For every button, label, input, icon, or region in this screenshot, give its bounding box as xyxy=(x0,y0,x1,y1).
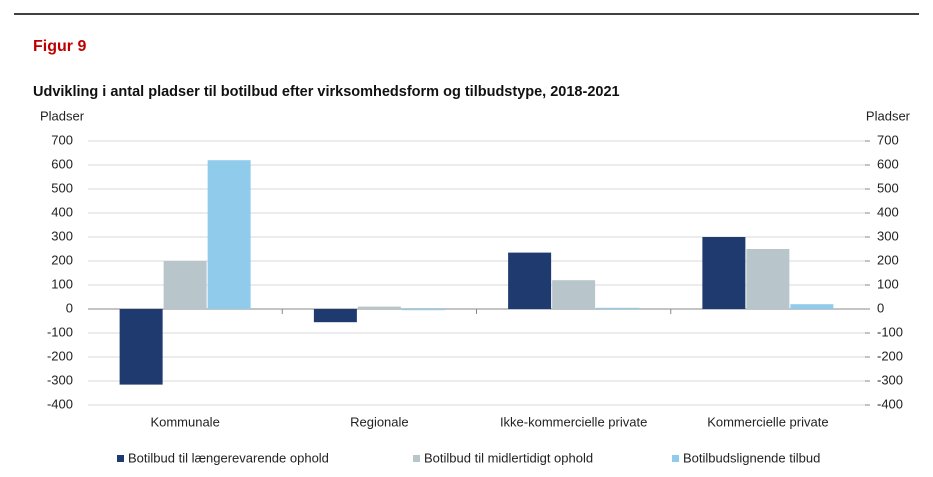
y2-tick-label: 0 xyxy=(877,300,884,315)
y2-tick-label: -100 xyxy=(877,324,903,339)
legend-label: Botilbud til midlertidigt ophold xyxy=(424,450,593,465)
bar xyxy=(207,160,251,309)
y2-tick-label: 100 xyxy=(877,276,899,291)
bar xyxy=(746,249,790,309)
y-tick-label: -400 xyxy=(47,396,73,411)
y2-tick-label: -200 xyxy=(877,348,903,363)
x-tick-label: Kommunale xyxy=(150,414,219,429)
y2-tick-label: -300 xyxy=(877,372,903,387)
y-tick-label: 700 xyxy=(51,132,73,147)
y-tick-label: 100 xyxy=(51,276,73,291)
y2-tick-label: 600 xyxy=(877,156,899,171)
bar xyxy=(702,237,746,309)
y-tick-label: 500 xyxy=(51,180,73,195)
bar xyxy=(596,307,640,309)
bar xyxy=(401,309,445,311)
y-tick-label: -100 xyxy=(47,324,73,339)
legend-swatch xyxy=(117,455,124,462)
chart-subtitle: Udvikling i antal pladser til botilbud e… xyxy=(33,84,620,100)
y-tick-label: 600 xyxy=(51,156,73,171)
bar xyxy=(790,304,834,309)
x-tick-label: Regionale xyxy=(350,414,409,429)
y2-tick-label: 400 xyxy=(877,204,899,219)
y-tick-label: 200 xyxy=(51,252,73,267)
chart-title: Figur 9 xyxy=(33,38,86,55)
y2-tick-label: 700 xyxy=(877,132,899,147)
y-tick-label: 400 xyxy=(51,204,73,219)
x-tick-label: Ikke-kommercielle private xyxy=(500,414,647,429)
y2-tick-label: 200 xyxy=(877,252,899,267)
y-tick-label: -200 xyxy=(47,348,73,363)
y-tick-label: 300 xyxy=(51,228,73,243)
legend-label: Botilbudslignende tilbud xyxy=(683,450,820,465)
y-tick-label: 0 xyxy=(66,300,73,315)
legend-swatch xyxy=(413,455,420,462)
y2-tick-label: 500 xyxy=(877,180,899,195)
y-axis-label: Pladser xyxy=(40,108,85,123)
y2-tick-label: -400 xyxy=(877,396,903,411)
bar xyxy=(357,306,401,309)
bar xyxy=(552,280,596,309)
bar xyxy=(508,252,552,309)
legend-swatch xyxy=(672,455,679,462)
x-tick-label: Kommercielle private xyxy=(707,414,828,429)
bar xyxy=(163,261,207,309)
legend-label: Botilbud til længerevarende ophold xyxy=(128,450,329,465)
y2-tick-label: 300 xyxy=(877,228,899,243)
y2-axis-label: Pladser xyxy=(866,108,911,123)
bar xyxy=(119,309,163,385)
bar xyxy=(313,309,357,323)
y-tick-label: -300 xyxy=(47,372,73,387)
